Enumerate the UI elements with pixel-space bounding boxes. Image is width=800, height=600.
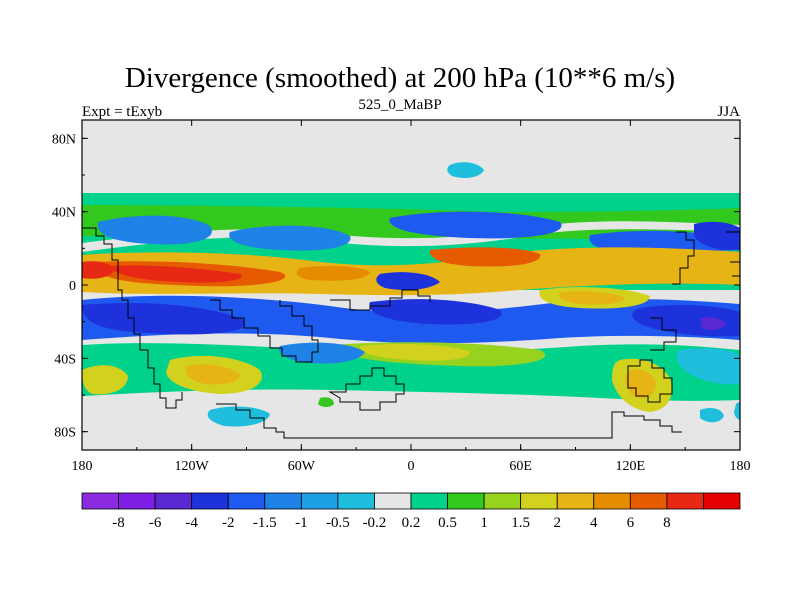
season-label: JJA	[717, 104, 740, 120]
colorbar-swatch	[629, 492, 668, 510]
coast-antarctica	[216, 403, 682, 439]
gap-south-2	[82, 397, 116, 410]
colorbar-label: -1	[295, 515, 308, 531]
colorbar-label: -6	[149, 515, 162, 531]
y-tick-label: 40N	[52, 206, 76, 221]
x-axis-ticks: 180 120W 60W 0 60E 120E 180	[72, 120, 751, 474]
colorbar-swatch	[118, 492, 156, 510]
x-tick-label: 120W	[175, 459, 210, 474]
field-blobs	[82, 162, 740, 427]
colorbar-swatch	[447, 492, 485, 510]
y-tick-label: 0	[69, 279, 76, 294]
plot-subtitle: 525_0_MaBP	[358, 97, 442, 113]
x-tick-label: 0	[408, 459, 415, 474]
coast-americas	[82, 227, 183, 409]
cyan-patch-s3	[734, 402, 740, 420]
coast-africa-n	[330, 289, 431, 311]
colorbar-label: 0.2	[402, 515, 421, 531]
orange-patch-io	[558, 291, 625, 305]
colorbar-swatch	[154, 492, 193, 510]
yellow-patch-s1	[359, 344, 470, 361]
y-tick-label: 80S	[54, 426, 76, 441]
purple-patch-e	[700, 317, 726, 331]
blue-patch-nw	[97, 215, 212, 245]
cyan-patch-s2	[700, 408, 724, 423]
blue-patch-ne2	[694, 221, 740, 251]
x-tick-label: 120E	[616, 459, 646, 474]
cyan-patch-n1	[447, 162, 484, 178]
orange-patch-sp	[185, 364, 240, 385]
colorbar-label: -0.5	[326, 515, 350, 531]
coast-africa-s	[328, 367, 405, 411]
colorbar-swatch	[191, 492, 229, 510]
orange-patch-au	[625, 369, 656, 399]
colorbar-label: 0.5	[438, 515, 457, 531]
coastlines	[82, 227, 740, 439]
y-axis-ticks: 80N 40N 0 40S 80S	[52, 132, 740, 441]
experiment-label: Expt = tExyb	[82, 104, 163, 120]
colorbar-label: 2	[553, 515, 561, 531]
plot-title: Divergence (smoothed) at 200 hPa (10**6 …	[124, 62, 676, 94]
x-tick-label: 180	[72, 459, 93, 474]
colorbar-label: -0.2	[363, 515, 387, 531]
cyan-patch-se	[676, 348, 740, 385]
colorbar-swatch	[374, 492, 412, 510]
orange-patch-c	[429, 247, 541, 267]
colorbar-swatch	[264, 492, 302, 510]
colorbar-label: 1.5	[511, 515, 530, 531]
colorbar-swatch	[483, 492, 522, 510]
cyan-patch-s1	[207, 406, 270, 427]
colorbar-swatch	[593, 492, 631, 510]
colorbar-swatch	[520, 492, 558, 510]
colorbar-label: -8	[112, 515, 125, 531]
colorbar-label: -1.5	[253, 515, 277, 531]
colorbar-swatch	[337, 492, 375, 510]
colorbar-swatch	[703, 492, 741, 510]
colorbar-swatch	[556, 492, 595, 510]
blue-patch-n2	[389, 211, 562, 239]
x-tick-label: 180	[730, 459, 751, 474]
blue-patch-s1	[278, 342, 365, 364]
colorbar-label: 4	[590, 515, 598, 531]
green-dot-s	[318, 397, 334, 407]
y-tick-label: 40S	[54, 352, 76, 367]
colorbar-swatch	[666, 492, 704, 510]
colorbar-label: -4	[185, 515, 198, 531]
x-tick-label: 60E	[509, 459, 532, 474]
coast-australia	[627, 359, 673, 403]
map-field	[82, 120, 740, 450]
y-tick-label: 80N	[52, 132, 76, 147]
red-patch-dateline	[82, 261, 115, 279]
red-patch-w	[110, 265, 242, 283]
colorbar-swatch	[227, 492, 266, 510]
blue-patch-n1	[229, 225, 351, 251]
coast-ne	[726, 231, 740, 277]
coast-asia-e	[672, 231, 695, 285]
colorbar-label: 6	[627, 515, 635, 531]
orange-patch-c2	[296, 265, 370, 281]
colorbar	[81, 492, 741, 510]
colorbar-swatch	[300, 492, 339, 510]
deep-blue-w	[82, 302, 246, 335]
gap-south-1	[130, 394, 292, 411]
yellow-patch-sw	[82, 365, 128, 395]
band-gap-north	[82, 221, 740, 252]
x-tick-label: 60W	[288, 459, 316, 474]
colorbar-labels: -8 -6 -4 -2 -1.5 -1 -0.5 -0.2 0.2 0.5 1 1.5 2 4 6 8	[112, 515, 670, 531]
coast-sa	[210, 299, 319, 363]
deep-blue-c	[369, 299, 502, 325]
colorbar-swatch	[81, 492, 119, 510]
colorbar-label: 1	[480, 515, 488, 531]
deep-blue-c2	[376, 272, 440, 290]
colorbar-label: -2	[222, 515, 235, 531]
coast-islands	[650, 317, 677, 351]
colorbar-label: 8	[663, 515, 671, 531]
colorbar-swatch	[410, 492, 448, 510]
